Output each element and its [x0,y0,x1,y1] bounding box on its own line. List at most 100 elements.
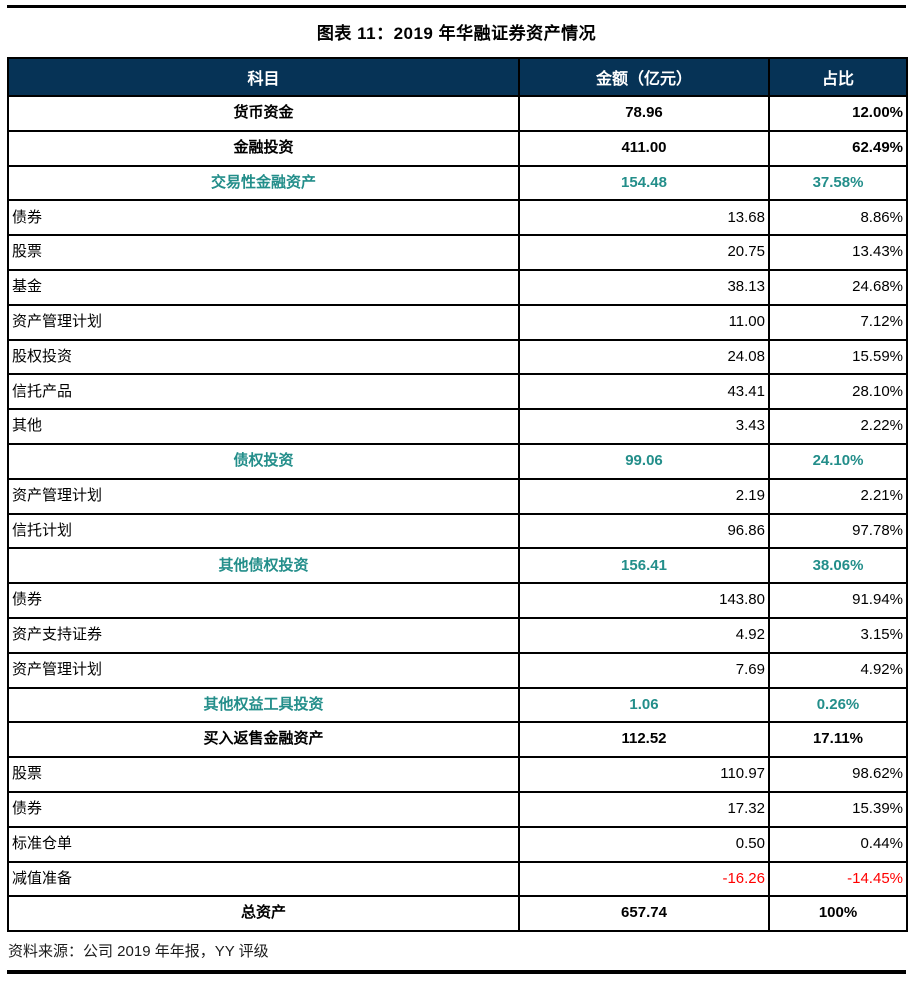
table-title: 图表 11：2019 年华融证券资产情况 [316,24,597,43]
table-row: 其他债权投资 156.41 38.06% [7,547,908,585]
amount-cell: 657.74 [518,895,770,933]
ratio-cell: 38.06% [768,547,908,585]
subject-cell: 债券 [7,199,520,237]
subject-cell: 资产管理计划 [7,651,520,689]
ratio-cell: 7.12% [768,303,908,341]
table-row: 信托计划 96.86 97.78% [7,512,908,550]
subject-cell: 债券 [7,582,520,619]
subject-cell: 信托产品 [7,373,520,411]
ratio-cell: 15.39% [768,790,908,828]
subject-cell: 资产管理计划 [7,303,520,341]
ratio-cell: 17.11% [768,721,908,759]
subject-cell: 股票 [7,234,520,271]
ratio-cell: 97.78% [768,512,908,550]
ratio-cell: 100% [768,895,908,933]
ratio-cell: 3.15% [768,616,908,654]
top-divider [7,5,906,8]
amount-cell: 13.68 [518,199,770,237]
table-row: 货币资金 78.96 12.00% [7,95,908,132]
table-row: 债券 17.32 15.39% [7,790,908,828]
ratio-cell: 24.68% [768,268,908,306]
ratio-cell: 91.94% [768,582,908,619]
table-row: 减值准备 -16.26 -14.45% [7,860,908,898]
amount-cell: 99.06 [518,442,770,480]
subject-cell: 债权投资 [7,442,520,480]
table-row: 资产管理计划 7.69 4.92% [7,651,908,689]
amount-cell: 3.43 [518,408,770,445]
amount-cell: 17.32 [518,790,770,828]
bottom-divider [7,970,906,974]
table-row: 债券 13.68 8.86% [7,199,908,237]
ratio-cell: 13.43% [768,234,908,271]
col-header-ratio: 占比 [768,57,908,97]
table-row: 基金 38.13 24.68% [7,268,908,306]
amount-cell: 156.41 [518,547,770,585]
subject-cell: 标准仓单 [7,825,520,863]
subject-cell: 买入返售金融资产 [7,721,520,759]
ratio-cell: 2.21% [768,477,908,515]
amount-cell: -16.26 [518,860,770,898]
ratio-cell: 24.10% [768,442,908,480]
amount-cell: 78.96 [518,95,770,132]
table-row: 资产管理计划 11.00 7.12% [7,303,908,341]
subject-cell: 其他 [7,408,520,445]
amount-cell: 43.41 [518,373,770,411]
amount-cell: 20.75 [518,234,770,271]
amount-cell: 154.48 [518,164,770,202]
table-body: 货币资金 78.96 12.00% 金融投资 411.00 62.49% 交易性金融资产 15… [7,95,908,933]
subject-cell: 总资产 [7,895,520,933]
table-row: 其他 3.43 2.22% [7,408,908,445]
amount-cell: 1.06 [518,686,770,724]
amount-cell: 7.69 [518,651,770,689]
subject-cell: 减值准备 [7,860,520,898]
amount-cell: 4.92 [518,616,770,654]
ratio-cell: 0.26% [768,686,908,724]
amount-cell: 96.86 [518,512,770,550]
amount-cell: 0.50 [518,825,770,863]
ratio-cell: 0.44% [768,825,908,863]
ratio-cell: 4.92% [768,651,908,689]
amount-cell: 11.00 [518,303,770,341]
amount-cell: 24.08 [518,338,770,376]
subject-cell: 信托计划 [7,512,520,550]
subject-cell: 股权投资 [7,338,520,376]
subject-cell: 基金 [7,268,520,306]
ratio-cell: 28.10% [768,373,908,411]
ratio-cell: 15.59% [768,338,908,376]
ratio-cell: 8.86% [768,199,908,237]
table-row: 信托产品 43.41 28.10% [7,373,908,411]
table-row: 债权投资 99.06 24.10% [7,442,908,480]
subject-cell: 资产管理计划 [7,477,520,515]
amount-cell: 411.00 [518,129,770,167]
subject-cell: 金融投资 [7,129,520,167]
table-row: 股票 110.97 98.62% [7,756,908,793]
ratio-cell: 12.00% [768,95,908,132]
asset-table: 科目 金额（亿元） 占比 货币资金 78.96 12.00% 金融投资 411.00 62… [7,57,908,933]
col-header-amount: 金额（亿元） [518,57,770,97]
amount-cell: 112.52 [518,721,770,759]
subject-cell: 其他权益工具投资 [7,686,520,724]
table-row: 标准仓单 0.50 0.44% [7,825,908,863]
table-row: 交易性金融资产 154.48 37.58% [7,164,908,202]
ratio-cell: 62.49% [768,129,908,167]
subject-cell: 其他债权投资 [7,547,520,585]
table-row: 资产管理计划 2.19 2.21% [7,477,908,515]
table-row: 债券 143.80 91.94% [7,582,908,619]
subject-cell: 货币资金 [7,95,520,132]
amount-cell: 2.19 [518,477,770,515]
subject-cell: 债券 [7,790,520,828]
amount-cell: 143.80 [518,582,770,619]
subject-cell: 资产支持证券 [7,616,520,654]
amount-cell: 38.13 [518,268,770,306]
header-row: 科目 金额（亿元） 占比 [7,57,908,97]
table-row: 资产支持证券 4.92 3.15% [7,616,908,654]
ratio-cell: 37.58% [768,164,908,202]
table-row: 其他权益工具投资 1.06 0.26% [7,686,908,724]
ratio-cell: -14.45% [768,860,908,898]
subject-cell: 股票 [7,756,520,793]
source-note: 资料来源：公司 2019 年年报，YY 评级 [8,943,269,960]
table-row: 总资产 657.74 100% [7,895,908,933]
ratio-cell: 2.22% [768,408,908,445]
table-row: 买入返售金融资产 112.52 17.11% [7,721,908,759]
table-row: 金融投资 411.00 62.49% [7,129,908,167]
